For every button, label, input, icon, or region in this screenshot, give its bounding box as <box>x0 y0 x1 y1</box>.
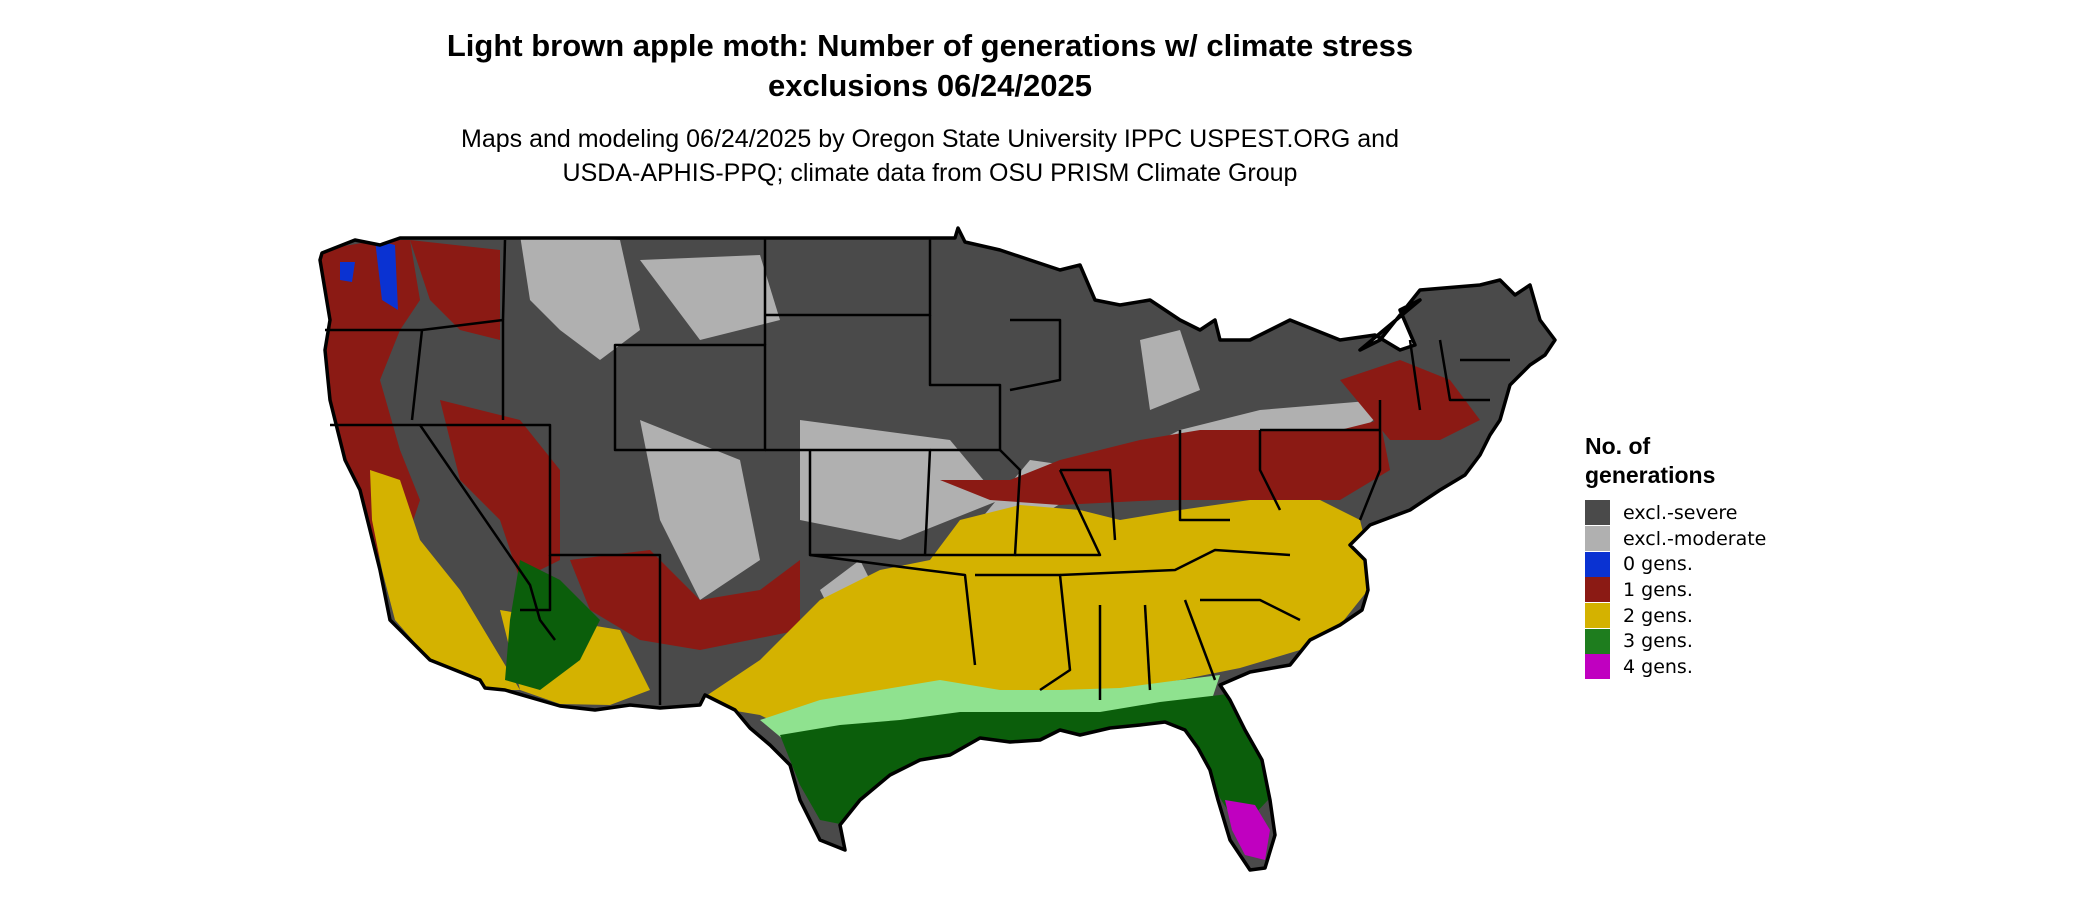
map-subtitle-line1: Maps and modeling 06/24/2025 by Oregon S… <box>461 125 1399 153</box>
legend-item: 4 gens. <box>1585 654 1766 680</box>
legend-title-line2: generations <box>1585 462 1716 488</box>
legend-title: No. of generations <box>1585 432 1766 490</box>
legend-swatch <box>1585 603 1610 629</box>
legend-label: 4 gens. <box>1623 655 1693 678</box>
map-title: Light brown apple moth: Number of genera… <box>0 26 1860 106</box>
legend-swatch <box>1585 654 1610 680</box>
legend-item: 2 gens. <box>1585 603 1766 629</box>
legend-item: excl.-moderate <box>1585 526 1766 552</box>
legend-swatch <box>1585 500 1610 526</box>
legend-swatch <box>1585 526 1610 552</box>
legend-label: 2 gens. <box>1623 604 1693 627</box>
legend: No. of generations excl.-severe excl.-mod… <box>1585 432 1766 680</box>
map-subtitle-line2: USDA-APHIS-PPQ; climate data from OSU PR… <box>562 159 1298 187</box>
map-subtitle: Maps and modeling 06/24/2025 by Oregon S… <box>0 122 1860 190</box>
legend-label: 3 gens. <box>1623 630 1693 653</box>
legend-items: excl.-severe excl.-moderate 0 gens. 1 gens.… <box>1585 500 1766 680</box>
legend-item: 0 gens. <box>1585 551 1766 577</box>
map-title-line2: exclusions 06/24/2025 <box>767 68 1092 103</box>
legend-item: excl.-severe <box>1585 500 1766 526</box>
map-title-line1: Light brown apple moth: Number of genera… <box>446 28 1414 63</box>
legend-label: 0 gens. <box>1623 553 1693 576</box>
legend-swatch <box>1585 628 1610 654</box>
us-generations-map <box>318 226 1557 872</box>
legend-swatch <box>1585 551 1610 577</box>
legend-item: 3 gens. <box>1585 628 1766 654</box>
legend-swatch <box>1585 577 1610 603</box>
legend-item: 1 gens. <box>1585 577 1766 603</box>
legend-label: 1 gens. <box>1623 578 1693 601</box>
legend-label: excl.-severe <box>1623 501 1738 524</box>
legend-label: excl.-moderate <box>1623 527 1767 550</box>
legend-title-line1: No. of <box>1585 433 1651 459</box>
